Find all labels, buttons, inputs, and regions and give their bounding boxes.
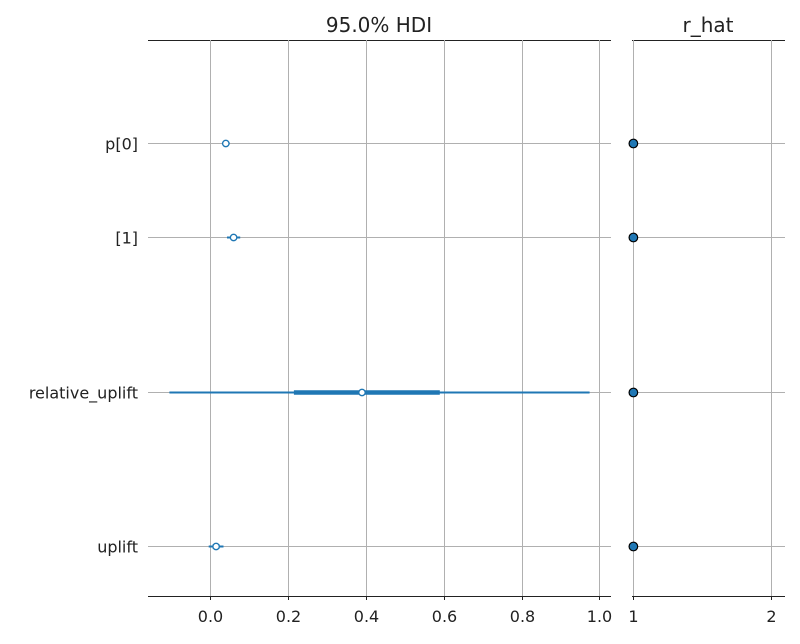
mean-point xyxy=(212,542,220,551)
row-label: p[0] xyxy=(105,135,138,154)
rhat-point xyxy=(628,232,639,243)
mean-point xyxy=(229,233,238,242)
mean-point xyxy=(221,139,230,148)
rhat-point xyxy=(628,541,639,552)
row-label: uplift xyxy=(97,538,138,557)
hdi-xtick-label: 0.8 xyxy=(510,607,535,626)
rhat-panel-title: r_hat xyxy=(683,13,734,37)
hdi-xtick-label: 1.0 xyxy=(587,607,612,626)
hdi-xtick-label: 0.6 xyxy=(432,607,457,626)
hdi-panel-title: 95.0% HDI xyxy=(326,13,432,37)
hdi-xtick-label: 0.0 xyxy=(198,607,223,626)
hdi-xtick-label: 0.4 xyxy=(354,607,379,626)
mean-point xyxy=(358,388,366,397)
row-label: [1] xyxy=(115,229,138,248)
hdi-xtick-label: 0.2 xyxy=(276,607,301,626)
rhat-xtick-label: 2 xyxy=(766,607,776,626)
rhat-point xyxy=(628,387,639,398)
rhat-xtick-label: 1 xyxy=(628,607,638,626)
row-label: relative_uplift xyxy=(29,384,138,404)
rhat-point xyxy=(628,138,639,149)
